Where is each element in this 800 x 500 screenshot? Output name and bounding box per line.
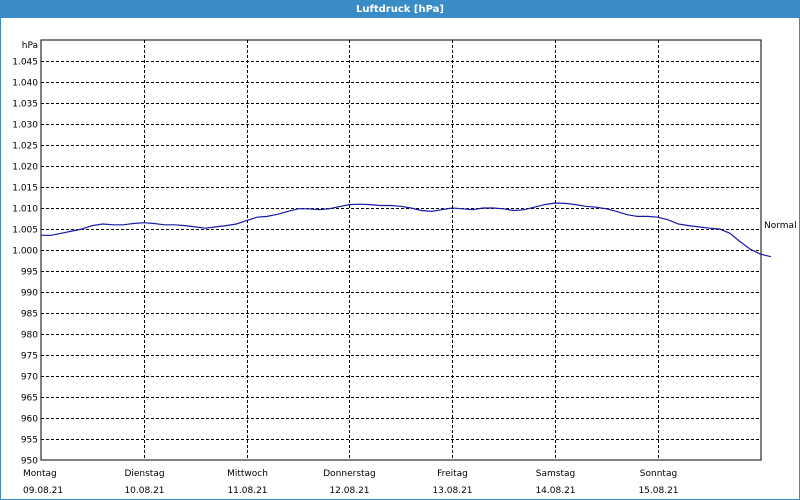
x-tick-day: Sonntag xyxy=(640,469,677,479)
x-tick-day: Mittwoch xyxy=(227,469,268,479)
y-tick-label: 1.040 xyxy=(12,79,38,89)
x-tick-date: 09.08.21 xyxy=(23,486,63,496)
chart-grid xyxy=(40,39,762,461)
x-tick-date: 14.08.21 xyxy=(535,486,575,496)
x-tick-day: Dienstag xyxy=(124,469,164,479)
x-axis: Montag 09.08.21 Dienstag 10.08.21 Mittwoch 11… xyxy=(23,469,679,496)
y-tick-label: 1.030 xyxy=(12,121,38,131)
normal-reference: Normal xyxy=(764,221,797,231)
y-tick-label: 1.005 xyxy=(12,226,38,236)
y-tick-label: 1.020 xyxy=(12,163,38,173)
y-axis-unit: hPa xyxy=(22,41,38,51)
x-tick-date: 12.08.21 xyxy=(329,486,369,496)
y-tick-label: 1.025 xyxy=(12,142,38,152)
y-tick-label: 1.010 xyxy=(12,205,38,215)
y-tick-label: 955 xyxy=(21,436,38,446)
x-tick-day: Freitag xyxy=(437,469,468,479)
normal-label: Normal xyxy=(764,221,797,231)
y-tick-label: 985 xyxy=(21,310,38,320)
x-tick-date: 11.08.21 xyxy=(227,486,267,496)
series-layer xyxy=(41,202,772,258)
x-tick-day: Donnerstag xyxy=(323,469,376,479)
x-tick-date: 10.08.21 xyxy=(124,486,164,496)
y-tick-label: 995 xyxy=(21,268,38,278)
y-tick-label: 990 xyxy=(21,289,38,299)
y-tick-label: 1.000 xyxy=(12,247,38,257)
y-tick-label: 965 xyxy=(21,394,38,404)
y-tick-label: 960 xyxy=(21,415,38,425)
chart-title: Luftdruck [hPa] xyxy=(1,1,799,18)
x-tick-day: Samstag xyxy=(536,469,575,479)
x-tick-day: Montag xyxy=(23,469,57,479)
x-tick-date: 15.08.21 xyxy=(638,486,678,496)
y-tick-label: 970 xyxy=(21,373,38,383)
x-tick-date: 13.08.21 xyxy=(432,486,472,496)
pressure-series-line xyxy=(41,202,772,258)
y-tick-label: 975 xyxy=(21,352,38,362)
y-tick-label: 950 xyxy=(21,457,38,467)
y-tick-label: 1.035 xyxy=(12,100,38,110)
y-tick-label: 980 xyxy=(21,331,38,341)
y-tick-label: 1.045 xyxy=(12,58,38,68)
y-tick-label: 1.015 xyxy=(12,184,38,194)
y-axis: 950 955 960 965 970 975 980 985 990 995 1.000 1.005… xyxy=(12,41,38,467)
